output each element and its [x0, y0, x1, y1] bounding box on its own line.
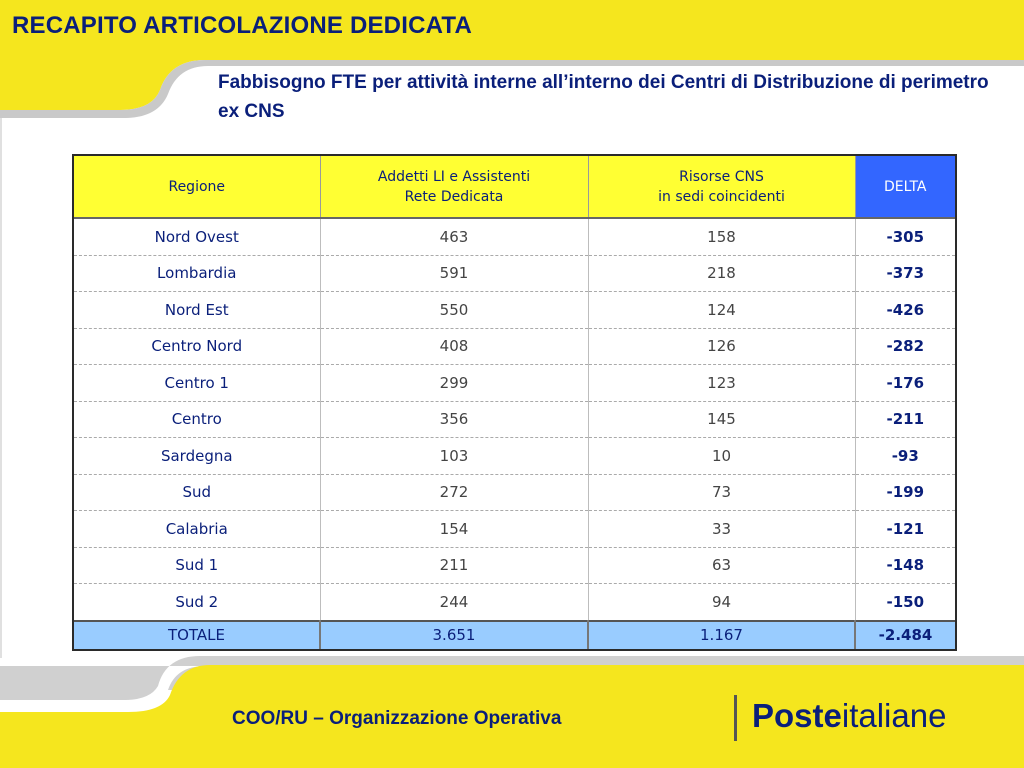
cell-addetti: 356	[320, 401, 589, 438]
cell-addetti: 272	[320, 474, 589, 511]
total-regione: TOTALE	[74, 619, 321, 649]
fte-table: Regione Addetti LI e Assistenti Rete Ded…	[72, 154, 957, 651]
cell-risorse: 158	[588, 218, 856, 256]
slide-subtitle: Fabbisogno FTE per attività interne all’…	[218, 72, 989, 122]
logo-divider	[734, 695, 737, 741]
header-regione: Regione	[74, 156, 321, 219]
cell-delta: -150	[855, 583, 955, 621]
footer-text: COO/RU – Organizzazione Operativa	[232, 708, 562, 729]
header-addetti: Addetti LI e Assistenti Rete Dedicata	[320, 156, 589, 219]
cell-delta: -305	[855, 218, 955, 256]
total-risorse: 1.167	[588, 619, 856, 649]
poste-italiane-logo: Posteitaliane	[752, 697, 946, 735]
cell-risorse: 10	[588, 437, 856, 475]
left-edge-line	[0, 118, 2, 658]
cell-risorse: 94	[588, 583, 856, 621]
cell-risorse: 218	[588, 255, 856, 292]
footer-band	[0, 665, 1024, 768]
cell-addetti: 463	[320, 218, 589, 256]
table-header-row: Regione Addetti LI e Assistenti Rete Ded…	[74, 156, 955, 219]
table-row: Calabria 154 33 -121	[74, 510, 955, 548]
total-addetti: 3.651	[320, 619, 589, 649]
header-addetti-line2: Rete Dedicata	[404, 188, 504, 205]
cell-regione: Sud 2	[74, 583, 321, 621]
cell-delta: -282	[855, 328, 955, 365]
cell-regione: Sud	[74, 474, 321, 511]
cell-addetti: 244	[320, 583, 589, 621]
cell-risorse: 126	[588, 328, 856, 365]
cell-delta: -148	[855, 547, 955, 584]
cell-delta: -199	[855, 474, 955, 511]
table-row: Centro 356 145 -211	[74, 401, 955, 438]
header-risorse-line2: in sedi coincidenti	[658, 188, 785, 205]
cell-regione: Centro	[74, 401, 321, 438]
cell-addetti: 591	[320, 255, 589, 292]
cell-addetti: 103	[320, 437, 589, 475]
cell-risorse: 63	[588, 547, 856, 584]
table-row: Sud 1 211 63 -148	[74, 547, 955, 584]
table-total-row: TOTALE 3.651 1.167 -2.484	[74, 619, 955, 649]
table-row: Nord Est 550 124 -426	[74, 291, 955, 329]
total-delta: -2.484	[855, 619, 955, 649]
table-row: Lombardia 591 218 -373	[74, 255, 955, 292]
cell-addetti: 408	[320, 328, 589, 365]
cell-risorse: 145	[588, 401, 856, 438]
cell-regione: Centro 1	[74, 364, 321, 402]
cell-delta: -373	[855, 255, 955, 292]
logo-bold: Poste	[752, 697, 842, 734]
table-row: Centro 1 299 123 -176	[74, 364, 955, 402]
cell-risorse: 33	[588, 510, 856, 548]
cell-regione: Nord Ovest	[74, 218, 321, 256]
cell-regione: Calabria	[74, 510, 321, 548]
cell-regione: Lombardia	[74, 255, 321, 292]
cell-regione: Centro Nord	[74, 328, 321, 365]
table-row: Sardegna 103 10 -93	[74, 437, 955, 475]
header-risorse: Risorse CNS in sedi coincidenti	[588, 156, 856, 219]
header-band	[0, 0, 1024, 110]
table-row: Centro Nord 408 126 -282	[74, 328, 955, 365]
cell-addetti: 550	[320, 291, 589, 329]
header-addetti-line1: Addetti LI e Assistenti	[377, 168, 531, 185]
cell-regione: Sardegna	[74, 437, 321, 475]
cell-risorse: 73	[588, 474, 856, 511]
cell-delta: -176	[855, 364, 955, 402]
cell-delta: -426	[855, 291, 955, 329]
header-delta: DELTA	[855, 156, 955, 219]
cell-addetti: 211	[320, 547, 589, 584]
cell-delta: -121	[855, 510, 955, 548]
header-risorse-line1: Risorse CNS	[679, 168, 764, 185]
table-row: Nord Ovest 463 158 -305	[74, 218, 955, 256]
header-band-shadow	[0, 60, 1024, 118]
cell-addetti: 299	[320, 364, 589, 402]
slide-title: RECAPITO ARTICOLAZIONE DEDICATA	[12, 12, 472, 39]
cell-regione: Sud 1	[74, 547, 321, 584]
cell-delta: -93	[855, 437, 955, 475]
cell-regione: Nord Est	[74, 291, 321, 329]
cell-addetti: 154	[320, 510, 589, 548]
logo-regular: italiane	[841, 697, 947, 734]
fte-table-grid: Regione Addetti LI e Assistenti Rete Ded…	[74, 156, 955, 649]
cell-risorse: 124	[588, 291, 856, 329]
table-row: Sud 272 73 -199	[74, 474, 955, 511]
cell-risorse: 123	[588, 364, 856, 402]
cell-delta: -211	[855, 401, 955, 438]
table-row: Sud 2 244 94 -150	[74, 583, 955, 621]
